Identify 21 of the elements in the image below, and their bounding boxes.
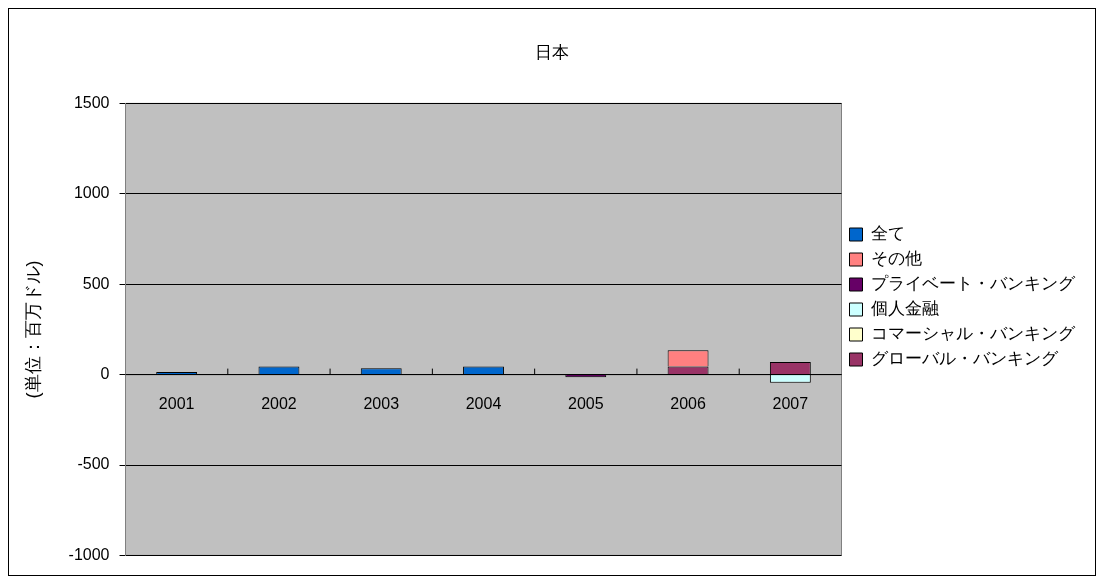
y-axis-title: (単位：百万ドル)	[22, 260, 43, 399]
y-tick-label: -1000	[68, 545, 110, 563]
x-tick-label: 2007	[772, 395, 809, 413]
x-tick-label: 2006	[670, 395, 706, 413]
legend-label: コマーシャル・バンキング	[871, 324, 1076, 344]
legend-label: 個人金融	[871, 299, 939, 319]
legend-label: その他	[871, 249, 922, 269]
chart-title: 日本	[535, 42, 569, 62]
x-tick-label: 2004	[465, 395, 502, 413]
y-tick-label: 1000	[73, 184, 110, 202]
x-tick-label: 2005	[568, 395, 604, 413]
legend-label: プライベート・バンキング	[871, 274, 1076, 294]
x-tick-label: 2002	[261, 395, 297, 413]
y-tick-label: -500	[77, 455, 110, 473]
y-tick-label: 500	[82, 274, 110, 292]
y-tick-label: 0	[100, 365, 110, 383]
y-tick-label: 1500	[73, 93, 110, 111]
x-tick-label: 2003	[363, 395, 400, 413]
legend-label: 全て	[871, 224, 905, 244]
legend-label: グローバル・バンキング	[871, 349, 1059, 369]
x-tick-label: 2001	[158, 395, 195, 413]
